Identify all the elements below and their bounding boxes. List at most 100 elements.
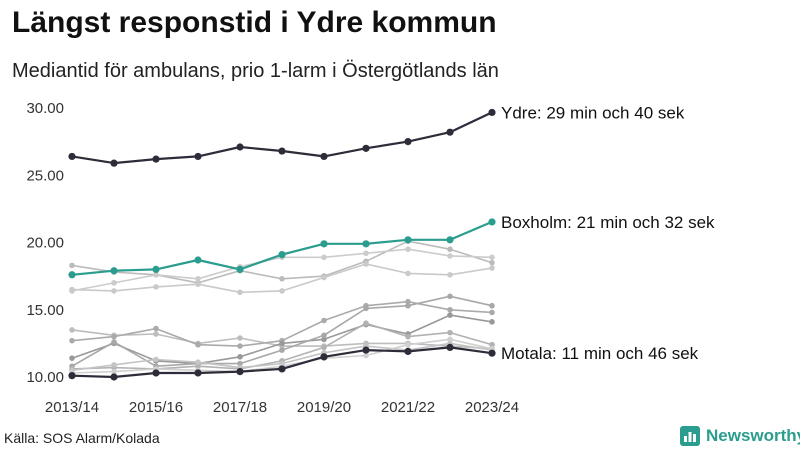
data-point (404, 347, 412, 356)
series-end-label: Motala: 11 min och 46 sek (501, 344, 699, 363)
data-point (195, 341, 201, 348)
data-point (152, 265, 160, 273)
data-point (321, 274, 327, 281)
data-point (69, 355, 75, 361)
data-point (447, 271, 453, 278)
data-point (279, 347, 285, 353)
data-point (152, 369, 160, 377)
y-tick-label: 25.00 (26, 167, 64, 184)
data-point (194, 152, 202, 161)
x-tick-label: 2015/16 (129, 399, 183, 416)
data-point (237, 360, 243, 367)
data-point (405, 333, 411, 340)
data-point (69, 327, 75, 333)
data-point (447, 306, 453, 313)
data-point (488, 218, 496, 226)
data-point (279, 340, 285, 347)
data-point (237, 335, 243, 341)
data-point (111, 288, 117, 294)
data-point (153, 325, 159, 332)
data-point (111, 362, 117, 368)
y-tick-label: 20.00 (26, 235, 64, 252)
data-point (488, 349, 496, 357)
data-point (278, 251, 286, 259)
data-point (362, 144, 370, 152)
series-highlight: Motala: 11 min och 46 sek (68, 343, 699, 381)
data-point (153, 331, 159, 337)
data-point (446, 236, 454, 244)
data-point (68, 271, 76, 279)
series-background (69, 293, 495, 370)
x-tick-label: 2019/20 (297, 399, 351, 416)
data-point (489, 254, 495, 261)
data-point (68, 152, 76, 161)
data-point (405, 302, 411, 309)
data-point (447, 293, 453, 300)
brand-name: Newsworthy (706, 426, 800, 445)
series-line (71, 295, 493, 368)
data-point (236, 265, 244, 273)
data-point (321, 332, 327, 339)
data-point (320, 353, 328, 361)
data-point (321, 336, 327, 343)
data-point (195, 363, 201, 370)
data-point (404, 236, 412, 244)
data-point (447, 246, 453, 253)
source-note: Källa: SOS Alarm/Kolada (4, 430, 160, 446)
data-point (278, 365, 286, 373)
data-point (447, 253, 453, 259)
x-tick-label: 2013/14 (45, 399, 99, 416)
data-point (405, 270, 411, 277)
x-tick-label: 2021/22 (381, 399, 435, 416)
series-line (71, 220, 493, 276)
data-point (68, 372, 76, 380)
data-point (489, 341, 495, 348)
data-point (195, 281, 201, 287)
chart-subtitle: Mediantid för ambulans, prio 1-larm i Ös… (12, 60, 499, 82)
data-point (362, 240, 370, 248)
data-point (363, 352, 369, 359)
x-tick-label: 2017/18 (213, 399, 267, 416)
data-point (237, 354, 243, 360)
data-point (489, 309, 495, 316)
data-point (447, 336, 453, 343)
data-point (363, 261, 369, 267)
data-point (447, 329, 453, 336)
newsworthy-logo-icon (680, 426, 700, 446)
series-end-label: Ydre: 29 min och 40 sek (501, 103, 685, 122)
data-point (405, 298, 411, 305)
data-point (488, 108, 496, 117)
data-point (405, 341, 411, 348)
series-background (69, 261, 495, 296)
data-point (111, 333, 117, 340)
data-point (195, 276, 201, 282)
data-point (111, 368, 117, 375)
data-point (153, 284, 159, 290)
data-point (447, 312, 453, 318)
data-point (489, 319, 495, 325)
data-point (153, 271, 159, 278)
data-point (363, 320, 369, 327)
data-point (110, 267, 118, 275)
data-point (110, 373, 118, 381)
data-point (363, 250, 369, 257)
data-point (237, 343, 243, 349)
data-point (489, 259, 495, 266)
data-point (194, 369, 202, 377)
chart-title: Längst responstid i Ydre kommun (12, 6, 497, 39)
data-point (111, 280, 117, 286)
series-highlight: Boxholm: 21 min och 32 sek (68, 213, 715, 279)
data-point (152, 155, 160, 163)
data-point (69, 262, 75, 269)
data-point (278, 147, 286, 155)
data-point (321, 344, 327, 351)
data-point (69, 337, 75, 344)
data-point (236, 143, 244, 151)
data-point (236, 368, 244, 376)
data-point (195, 359, 201, 366)
series-end-label: Boxholm: 21 min och 32 sek (501, 213, 715, 232)
data-point (279, 276, 285, 282)
data-point (320, 152, 328, 161)
data-point (489, 302, 495, 309)
